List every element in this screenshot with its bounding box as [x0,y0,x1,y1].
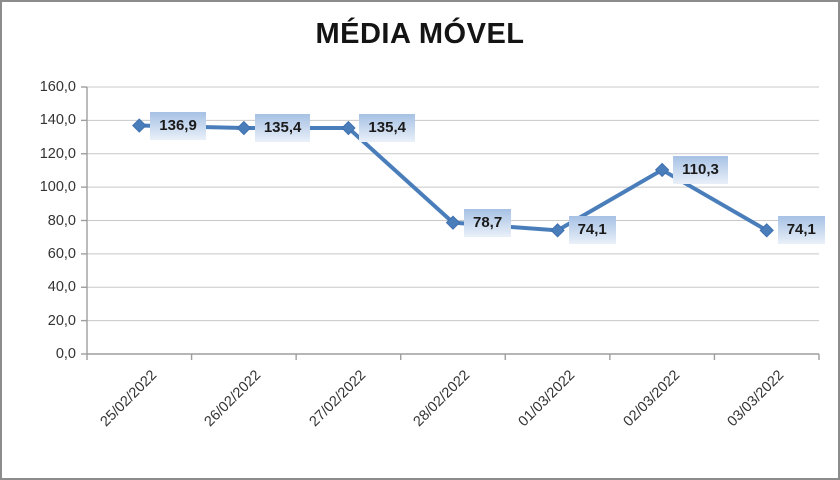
y-axis-tick-label: 40,0 [47,279,76,295]
data-point-marker [132,118,147,133]
y-axis-tick-label: 100,0 [39,178,76,195]
data-point-marker [654,162,670,178]
data-label: 135,4 [254,114,311,143]
data-label: 74,1 [777,216,825,245]
y-axis-tick-label: 0,0 [55,345,76,362]
chart-title: MÉDIA MÓVEL [315,18,525,50]
y-axis-tick-label: 140,0 [39,112,76,129]
y-axis-tick-label: 160,0 [39,78,76,95]
data-point-marker [341,120,356,136]
y-axis-tick-label: 60,0 [47,245,76,262]
data-point-marker [236,120,252,136]
y-axis-tick-label: 80,0 [47,212,76,229]
y-axis-tick-label: 120,0 [39,145,76,162]
data-point-marker [759,223,774,238]
data-label: 135,4 [359,114,415,143]
y-axis-tick-label: 20,0 [47,312,76,329]
data-point-marker [550,223,565,238]
data-label: 110,3 [673,155,728,184]
data-point-marker [445,215,461,230]
data-label: 74,1 [568,216,616,245]
data-label: 136,9 [150,111,206,140]
data-label: 78,7 [464,208,512,237]
